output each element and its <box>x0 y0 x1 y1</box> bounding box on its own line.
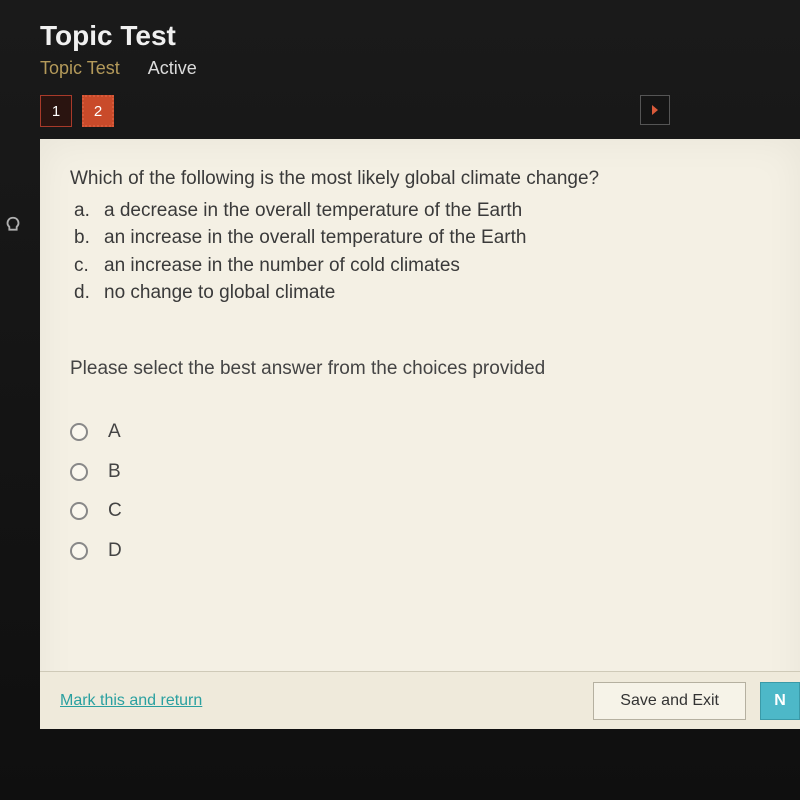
option-b: b.an increase in the overall temperature… <box>74 224 770 252</box>
radio-icon <box>70 463 88 481</box>
page-title: Topic Test <box>40 20 800 52</box>
qnav-item-1[interactable]: 1 <box>40 95 72 127</box>
option-c: c.an increase in the number of cold clim… <box>74 252 770 280</box>
next-button[interactable]: N <box>760 682 800 720</box>
radio-icon <box>70 542 88 560</box>
save-exit-button[interactable]: Save and Exit <box>593 682 746 720</box>
qnav-item-2[interactable]: 2 <box>82 95 114 127</box>
qnav-next-button[interactable] <box>640 95 670 125</box>
instruction-text: Please select the best answer from the c… <box>70 355 770 383</box>
radio-icon <box>70 502 88 520</box>
option-d: d.no change to global climate <box>74 279 770 307</box>
mark-return-link[interactable]: Mark this and return <box>60 689 202 712</box>
tab-topic-test[interactable]: Topic Test <box>40 58 120 79</box>
footer-bar: Mark this and return Save and Exit N <box>40 671 800 729</box>
answer-choices: A B C D <box>70 418 770 564</box>
question-nav: 1 2 <box>0 95 800 127</box>
choice-a[interactable]: A <box>70 418 770 446</box>
choice-b[interactable]: B <box>70 458 770 486</box>
choice-d[interactable]: D <box>70 537 770 565</box>
question-panel: Which of the following is the most likel… <box>40 139 800 729</box>
play-icon <box>651 104 659 116</box>
option-list: a.a decrease in the overall temperature … <box>74 197 770 307</box>
radio-icon <box>70 423 88 441</box>
hint-icon[interactable] <box>2 215 24 242</box>
tab-active[interactable]: Active <box>148 58 197 79</box>
option-a: a.a decrease in the overall temperature … <box>74 197 770 225</box>
choice-c[interactable]: C <box>70 497 770 525</box>
question-stem: Which of the following is the most likel… <box>70 165 770 193</box>
